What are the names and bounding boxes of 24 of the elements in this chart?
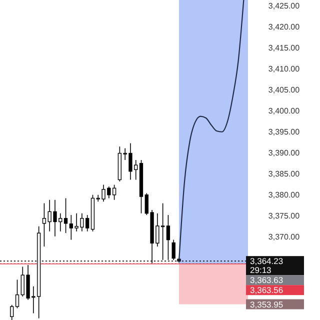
candlestick: [112, 184, 116, 200]
text: 29:13: [250, 265, 272, 276]
y-tick-label: 3,380.00: [268, 190, 300, 200]
candlestick: [15, 279, 20, 309]
y-tick-label: 3,400.00: [268, 106, 300, 116]
y-tick-label: 3,375.00: [268, 212, 300, 221]
y-tick-label: 3,425.00: [268, 2, 300, 11]
y-tick-label: 3,415.00: [268, 44, 300, 53]
band-label: 3,353.95: [250, 299, 284, 310]
candlestick: [10, 304, 14, 320]
candlestick: [166, 214, 170, 260]
y-tick-label: 3,385.00: [268, 170, 300, 179]
y-tick-label: 3,395.00: [268, 128, 300, 137]
y-tick-label: 3,370.00: [268, 232, 300, 242]
ref-line-label: 3,363.63: [250, 275, 284, 286]
y-tick-label: 3,390.00: [268, 148, 300, 158]
ref-line-label: 3,364.23: [250, 256, 284, 266]
candlestick: [42, 202, 46, 247]
y-tick-label: 3,410.00: [268, 64, 300, 74]
candlestick: [172, 239, 176, 260]
candlestick: [64, 198, 68, 234]
y-tick-label: 3,420.00: [268, 22, 300, 32]
ref-line-label: 3,363.56: [250, 285, 284, 296]
y-tick-label: 3,405.00: [268, 86, 300, 95]
